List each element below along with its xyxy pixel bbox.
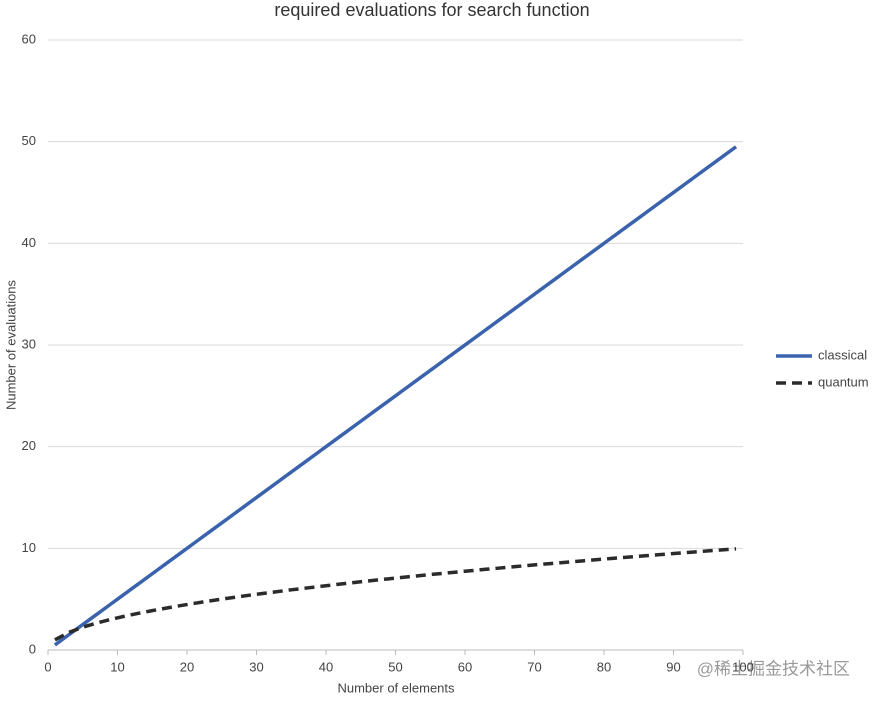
y-axis-label: Number of evaluations xyxy=(3,279,18,410)
x-tick-label: 90 xyxy=(666,659,680,674)
x-tick-label: 0 xyxy=(44,659,51,674)
x-tick-label: 30 xyxy=(249,659,263,674)
x-tick-label: 80 xyxy=(597,659,611,674)
series-line xyxy=(53,145,738,647)
x-tick-label: 60 xyxy=(458,659,472,674)
chart-title: required evaluations for search function xyxy=(274,0,589,20)
y-tick-label: 0 xyxy=(29,641,36,656)
x-tick-label: 100 xyxy=(732,659,754,674)
series-line xyxy=(54,547,737,642)
y-tick-label: 60 xyxy=(22,31,36,46)
watermark: @稀土掘金技术社区 xyxy=(697,659,850,678)
x-tick-label: 20 xyxy=(180,659,194,674)
x-axis-label: Number of elements xyxy=(337,680,455,695)
legend-label: quantum xyxy=(818,374,869,389)
legend-label: classical xyxy=(818,347,867,362)
y-tick-label: 40 xyxy=(22,235,36,250)
x-tick-label: 70 xyxy=(527,659,541,674)
y-tick-label: 10 xyxy=(22,540,36,555)
x-tick-label: 10 xyxy=(110,659,124,674)
x-tick-label: 40 xyxy=(319,659,333,674)
y-tick-label: 50 xyxy=(22,133,36,148)
y-tick-label: 30 xyxy=(22,336,36,351)
y-tick-label: 20 xyxy=(22,438,36,453)
x-tick-label: 50 xyxy=(388,659,402,674)
